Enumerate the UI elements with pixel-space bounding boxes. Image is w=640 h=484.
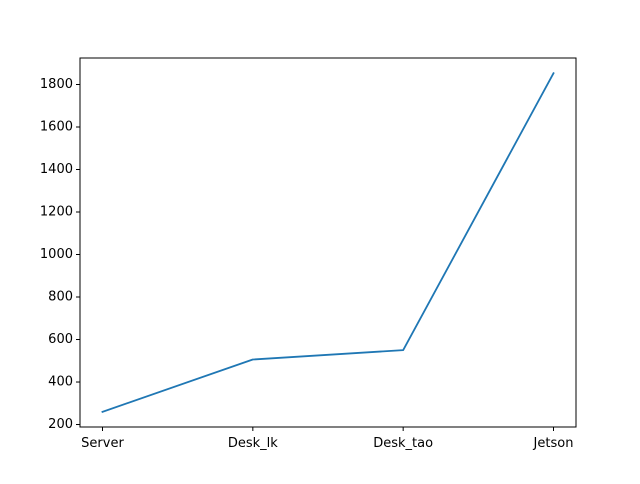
- y-tick-label: 1200: [40, 205, 73, 220]
- y-tick-label: 1800: [40, 77, 73, 92]
- y-tick-label: 1400: [40, 162, 73, 177]
- y-tick-label: 600: [48, 332, 73, 347]
- x-tick-label: Server: [81, 436, 124, 451]
- y-tick-label: 1000: [40, 247, 73, 262]
- y-tick-label: 400: [48, 375, 73, 390]
- y-axis-ticks: 200 400 600 800 1000 1200 1400 1600 1800: [40, 77, 80, 432]
- x-tick-label: Desk_lk: [228, 436, 278, 451]
- x-axis-ticks: Server Desk_lk Desk_tao Jetson: [81, 427, 573, 451]
- x-tick-label: Jetson: [533, 436, 574, 451]
- y-tick-label: 1600: [40, 119, 73, 134]
- y-tick-label: 800: [48, 290, 73, 305]
- x-tick-label: Desk_tao: [373, 436, 433, 451]
- y-tick-label: 200: [48, 417, 73, 432]
- plot-area-background: [80, 58, 576, 427]
